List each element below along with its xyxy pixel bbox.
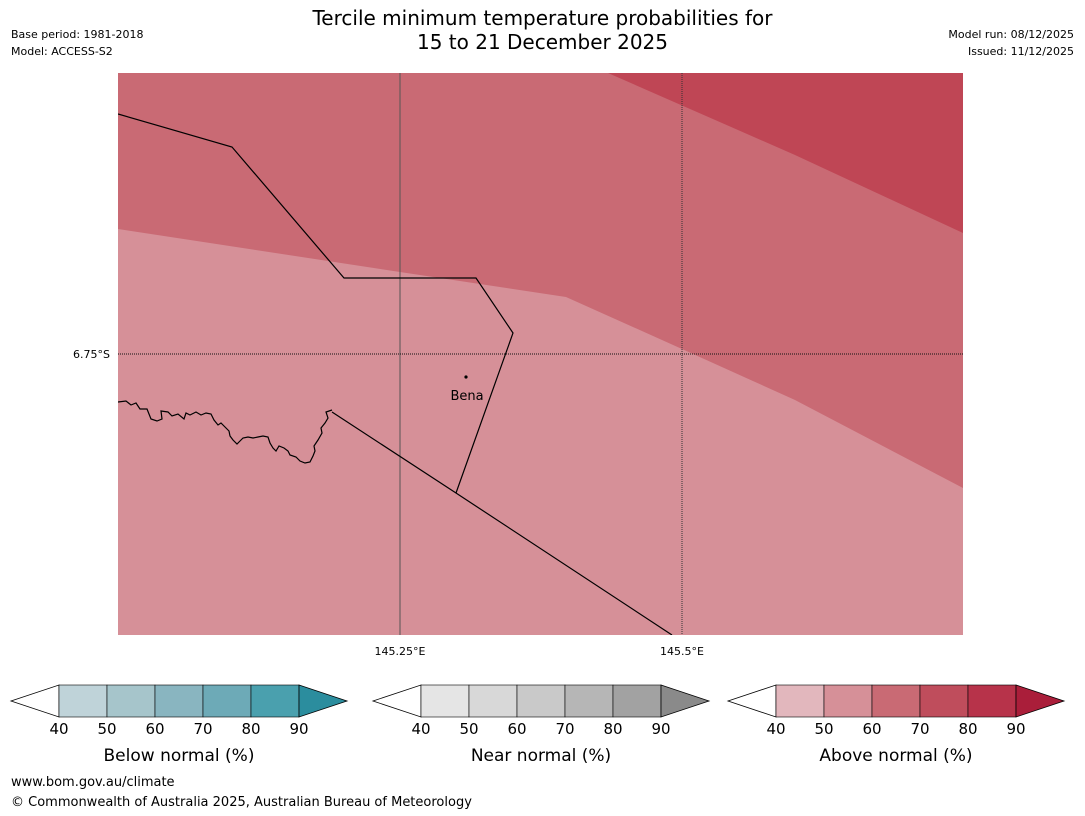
near-legend-swatch	[420, 684, 470, 718]
above-legend-swatch	[823, 684, 873, 718]
below-legend-tick: 50	[97, 720, 116, 738]
near-legend-high-extension	[660, 684, 711, 718]
base-period-text: Base period: 1981-2018	[11, 28, 144, 41]
below-legend-swatch	[202, 684, 252, 718]
near-legend-tick: 70	[555, 720, 574, 738]
map-title: Tercile minimum temperature probabilitie…	[0, 6, 1085, 54]
longitude-label-145-5: 145.5°E	[660, 645, 704, 658]
model-text: Model: ACCESS-S2	[11, 45, 113, 58]
near-legend-swatch	[468, 684, 518, 718]
legend-near-normal: 40 50 60 70 80 90 Near normal (%)	[371, 684, 711, 766]
above-legend-tick: 60	[862, 720, 881, 738]
map-title-line1: Tercile minimum temperature probabilitie…	[312, 6, 773, 30]
near-legend-swatch	[516, 684, 566, 718]
map-canvas: Bena 6.75°S 145.25°E 145.5°E	[73, 73, 963, 658]
legend-above-normal: 40 50 60 70 80 90 Above normal (%)	[726, 684, 1066, 766]
above-legend-low-extension	[726, 684, 777, 718]
above-legend-tick: 90	[1006, 720, 1025, 738]
province-boundaries	[118, 113, 673, 635]
band-above-60-70	[118, 73, 963, 488]
near-legend-swatch	[564, 684, 614, 718]
near-legend-title: Near normal (%)	[471, 746, 611, 766]
river-boundary	[118, 400, 333, 464]
below-legend-swatch	[250, 684, 300, 718]
above-legend-swatch	[871, 684, 921, 718]
above-legend-swatch	[967, 684, 1017, 718]
below-legend-title: Below normal (%)	[104, 746, 255, 766]
above-legend-title: Above normal (%)	[819, 746, 972, 766]
near-legend-tick: 60	[507, 720, 526, 738]
near-legend-tick: 50	[459, 720, 478, 738]
above-legend-tick: 70	[910, 720, 929, 738]
legend-below-normal: 40 50 60 70 80 90 Below normal (%)	[9, 684, 349, 766]
below-legend-tick: 90	[289, 720, 308, 738]
longitude-label-145-25: 145.25°E	[375, 645, 426, 658]
below-legend-tick: 60	[145, 720, 164, 738]
band-above-70-80	[608, 73, 963, 233]
below-legend-high-extension	[298, 684, 349, 718]
below-legend-tick: 70	[193, 720, 212, 738]
above-legend-high-extension	[1015, 684, 1066, 718]
below-legend-tick: 80	[241, 720, 260, 738]
below-legend-swatch	[58, 684, 108, 718]
model-run-text: Model run: 08/12/2025	[948, 28, 1074, 41]
metadata-right: Model run: 08/12/2025 Issued: 11/12/2025	[948, 26, 1074, 60]
boundary-line	[331, 411, 673, 635]
below-legend-swatch	[106, 684, 156, 718]
above-legend-tick: 40	[766, 720, 785, 738]
above-legend-tick: 50	[814, 720, 833, 738]
near-legend-swatch	[612, 684, 662, 718]
near-legend-tick: 40	[411, 720, 430, 738]
metadata-left: Base period: 1981-2018 Model: ACCESS-S2	[11, 26, 143, 60]
bena-marker	[464, 375, 468, 379]
bena-label: Bena	[450, 389, 483, 404]
below-legend-low-extension	[9, 684, 60, 718]
near-legend-tick: 90	[651, 720, 670, 738]
footer-url: www.bom.gov.au/climate	[11, 775, 175, 790]
latitude-label: 6.75°S	[73, 348, 110, 361]
below-legend-swatch	[154, 684, 204, 718]
above-legend-swatch	[775, 684, 825, 718]
legend-area: 40 50 60 70 80 90 Below normal (%) 40 50 60 70 80 9…	[9, 684, 1066, 766]
boundary-line	[118, 113, 514, 494]
footer-copyright: © Commonwealth of Australia 2025, Austra…	[11, 795, 472, 810]
issued-text: Issued: 11/12/2025	[967, 45, 1074, 58]
map-title-line2: 15 to 21 December 2025	[416, 30, 668, 54]
near-legend-tick: 80	[603, 720, 622, 738]
above-legend-swatch	[919, 684, 969, 718]
above-legend-tick: 80	[958, 720, 977, 738]
near-legend-low-extension	[371, 684, 422, 718]
below-legend-tick: 40	[49, 720, 68, 738]
